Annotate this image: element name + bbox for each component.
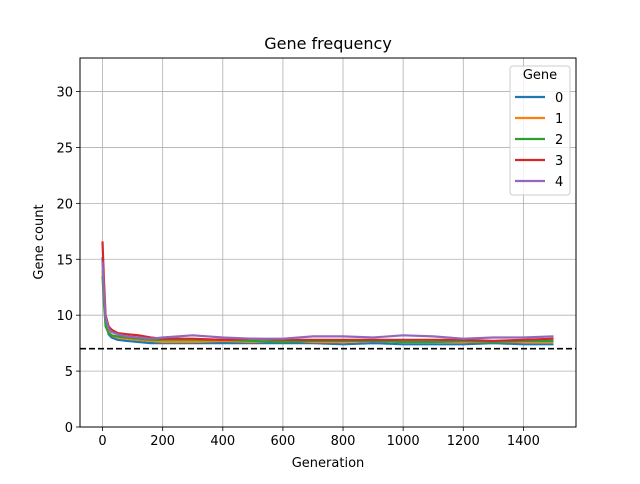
x-tick-label: 0: [98, 434, 106, 449]
series-line-3: [101, 241, 554, 342]
legend-label-3: 3: [555, 154, 563, 169]
series-line-0: [101, 256, 554, 346]
x-axis-label: Generation: [292, 456, 365, 471]
x-tick-label: 800: [331, 434, 356, 449]
y-tick-label: 0: [65, 421, 73, 436]
x-tick-label: 1000: [387, 434, 420, 449]
y-tick-label: 10: [56, 309, 73, 324]
legend-label-4: 4: [555, 175, 563, 190]
series-layer: [101, 241, 554, 346]
y-tick-label: 25: [56, 141, 73, 156]
x-tick-label: 200: [150, 434, 175, 449]
x-tick-label: 400: [210, 434, 235, 449]
legend-label-1: 1: [555, 112, 563, 127]
x-tick-label: 600: [270, 434, 295, 449]
series-line-4: [101, 261, 554, 340]
legend-box: [509, 65, 571, 196]
y-tick-label: 20: [56, 197, 73, 212]
y-axis-label: Gene count: [32, 204, 47, 279]
legend-label-0: 0: [555, 91, 563, 106]
y-tick-label: 15: [56, 253, 73, 268]
legend-items: 0 1 2 3 4: [515, 91, 563, 190]
x-axis-ticks: 0 200 400 600 800 1000 1200 1400: [98, 427, 540, 449]
chart-title: Gene frequency: [264, 34, 392, 53]
y-axis-ticks: 0 5 10 15 20 25 30: [56, 86, 80, 436]
legend-title: Gene: [523, 68, 557, 83]
y-tick-label: 30: [56, 86, 73, 101]
plot-frame: [79, 57, 577, 428]
y-tick-label: 5: [65, 365, 73, 380]
legend: Gene 0 1 2 3 4: [509, 65, 571, 196]
x-tick-label: 1200: [447, 434, 480, 449]
x-tick-label: 1400: [507, 434, 540, 449]
legend-label-2: 2: [555, 133, 563, 148]
